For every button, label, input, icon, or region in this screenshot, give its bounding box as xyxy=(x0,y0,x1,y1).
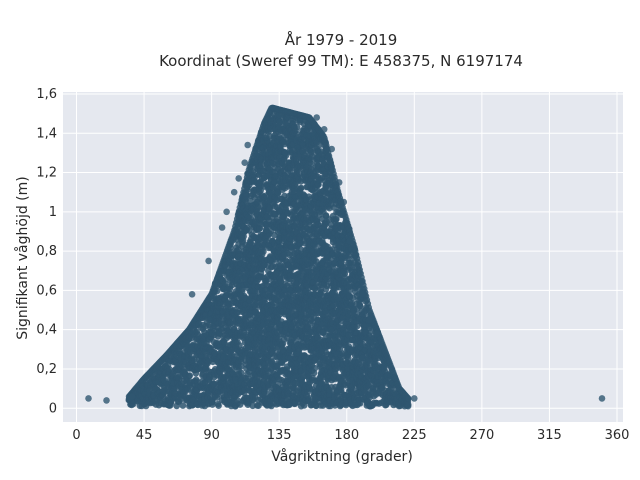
data-point xyxy=(209,401,216,408)
data-points xyxy=(85,104,606,410)
data-point xyxy=(297,184,305,192)
chart-title-line-2: Koordinat (Sweref 99 TM): E 458375, N 61… xyxy=(159,52,523,70)
data-point xyxy=(179,402,187,409)
data-point xyxy=(215,402,222,410)
chart-title-line-1: År 1979 - 2019 xyxy=(285,30,398,49)
data-point xyxy=(186,372,193,379)
data-point xyxy=(221,280,229,287)
data-point xyxy=(213,287,221,295)
